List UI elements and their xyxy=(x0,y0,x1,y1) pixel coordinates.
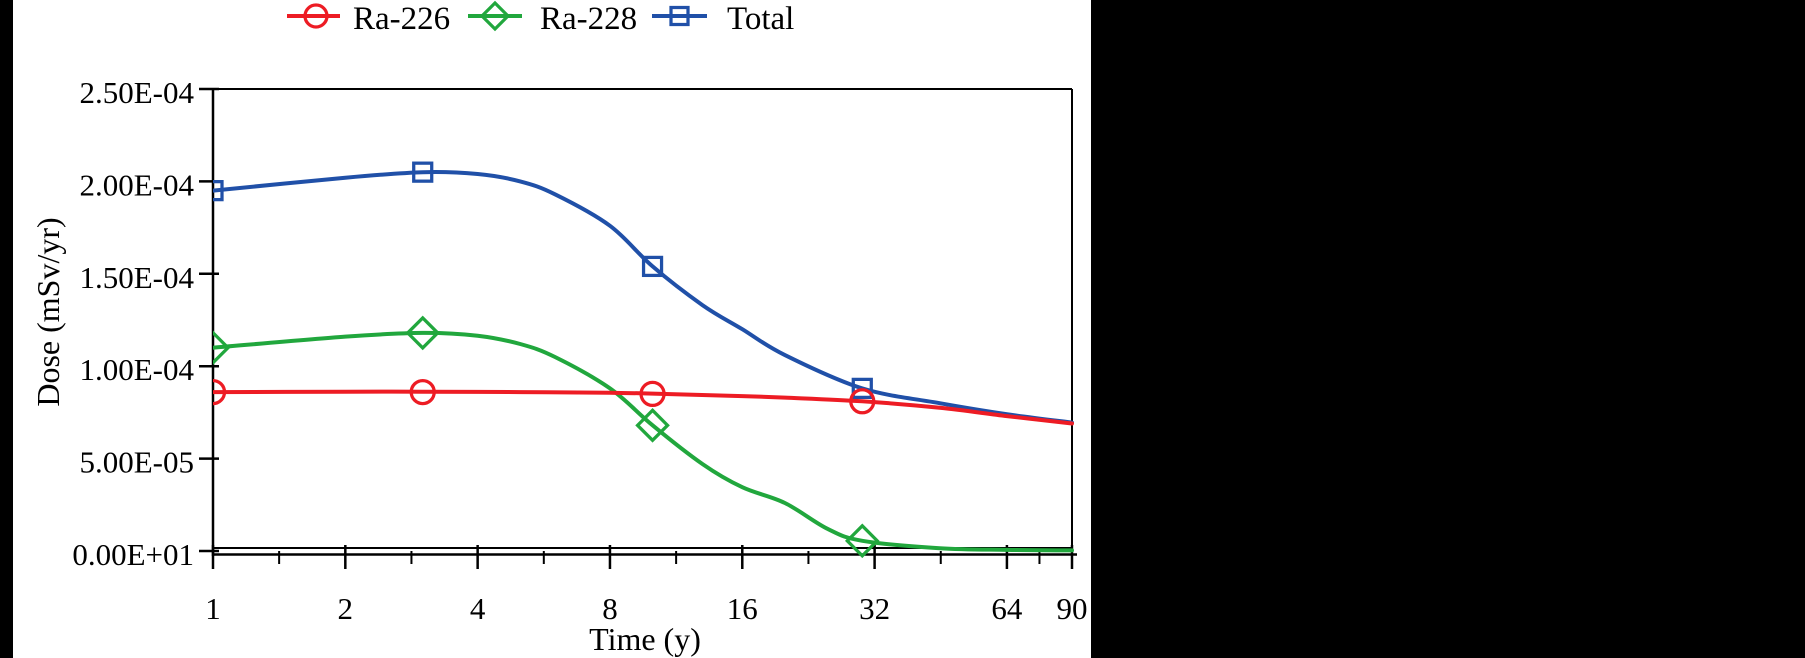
marker-ra-228 xyxy=(213,330,231,366)
y-tick-label: 2.00E-04 xyxy=(79,167,194,202)
marker-total xyxy=(213,180,224,202)
x-tick-label: 4 xyxy=(470,591,486,626)
axis-ticks xyxy=(199,87,1074,569)
legend-label: Total xyxy=(727,1,794,37)
legend-diamond-icon xyxy=(479,0,511,32)
legend-square-icon xyxy=(669,5,690,27)
series-line-ra-228 xyxy=(213,330,1074,553)
y-tick-label: 1.00E-04 xyxy=(79,352,194,387)
series-line-ra-226 xyxy=(213,389,1074,426)
dose-vs-time-chart: 1 2 4 8 16 32 64 90 0.00E+01 5.00E-05 1.00E-04 1.50… xyxy=(30,0,1088,657)
x-axis-title: Time (y) xyxy=(589,621,701,657)
marker-ra-226 xyxy=(409,378,436,406)
y-tick-label: 1.50E-04 xyxy=(79,260,194,295)
y-tick-label: 2.50E-04 xyxy=(79,75,194,110)
marker-total xyxy=(641,255,664,278)
chart-figure: 1 2 4 8 16 32 64 90 0.00E+01 5.00E-05 1.00E-04 1.50… xyxy=(13,0,1091,658)
x-tick-label: 1 xyxy=(205,591,221,626)
legend-label: Ra-228 xyxy=(540,1,637,37)
x-tick-label: 64 xyxy=(991,591,1023,626)
marker-ra-226 xyxy=(639,380,666,408)
x-tick-label: 90 xyxy=(1057,591,1088,626)
legend-item-total: Total xyxy=(652,1,794,37)
series-curves xyxy=(213,161,1074,559)
x-tick-label: 32 xyxy=(859,591,890,626)
y-axis-title: Dose (mSv/yr) xyxy=(30,217,66,406)
axis-tick-labels: 1 2 4 8 16 32 64 90 0.00E+01 5.00E-05 1.00E-04 1.50… xyxy=(72,75,1087,626)
marker-ra-226 xyxy=(213,378,227,406)
marker-total xyxy=(412,161,434,183)
marker-ra-228 xyxy=(844,523,880,559)
legend-circle-icon xyxy=(303,3,329,29)
x-tick-label: 8 xyxy=(602,591,618,626)
y-tick-label: 5.00E-05 xyxy=(79,445,194,480)
marker-ra-226 xyxy=(849,388,876,415)
legend-item-ra-228: Ra-228 xyxy=(468,0,637,37)
series-line-total xyxy=(213,169,1074,425)
marker-ra-228 xyxy=(635,408,670,443)
x-tick-label: 2 xyxy=(338,591,354,626)
y-tick-label: 0.00E+01 xyxy=(72,537,194,572)
marker-ra-228 xyxy=(405,315,441,351)
legend-label: Ra-226 xyxy=(353,1,450,37)
plot-frame xyxy=(211,88,1077,556)
legend: Ra-226 Ra-228 Total xyxy=(287,0,794,37)
marker-total xyxy=(851,377,873,400)
x-tick-label: 16 xyxy=(727,591,758,626)
legend-item-ra-226: Ra-226 xyxy=(287,1,450,37)
